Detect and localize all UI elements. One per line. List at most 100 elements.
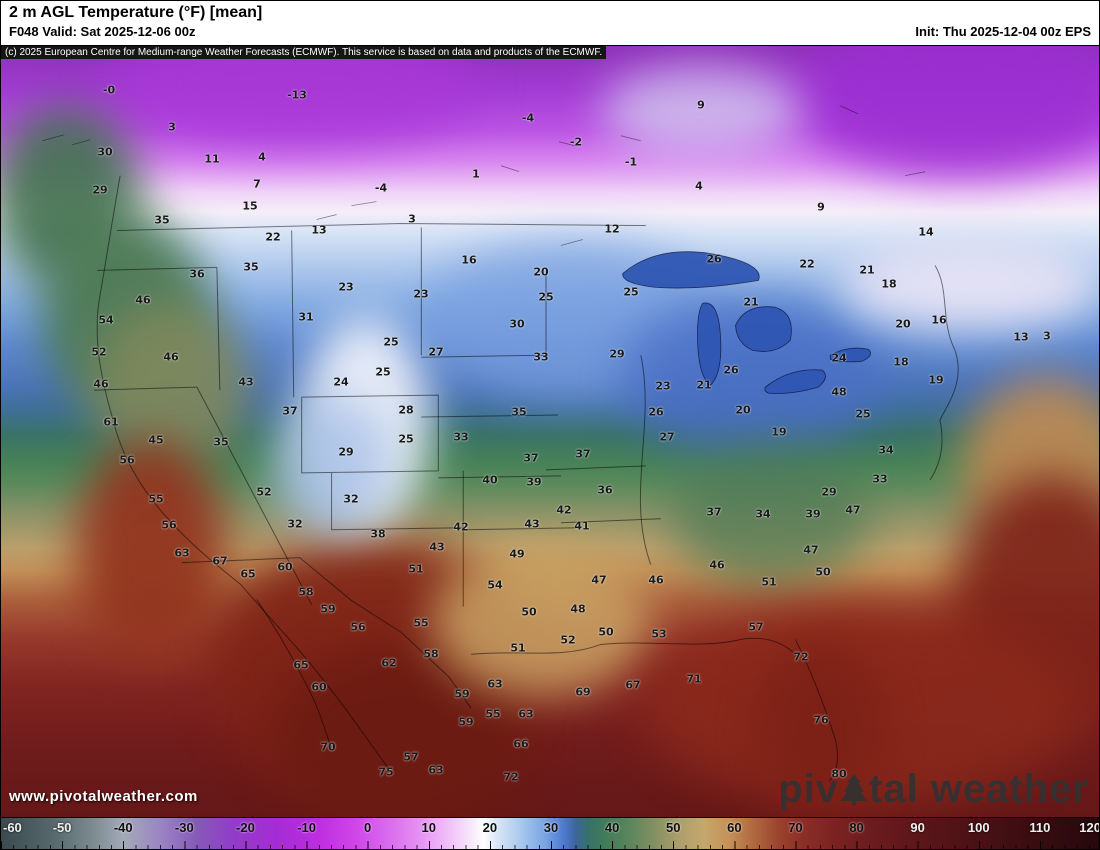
temp-label: 23: [338, 280, 354, 294]
temp-label: 29: [821, 485, 837, 499]
temp-label: 28: [398, 403, 414, 417]
temp-label: 61: [103, 415, 119, 429]
temp-label: 34: [755, 507, 771, 521]
colorbar-major-ticks: [1, 841, 1099, 849]
temp-label: 22: [265, 230, 281, 244]
temp-label: 52: [256, 485, 272, 499]
temp-label: 40: [482, 473, 498, 487]
temp-label: 35: [511, 405, 527, 419]
valid-time-label: F048 Valid: Sat 2025-12-06 00z: [9, 24, 196, 39]
temp-label: -1: [624, 155, 638, 169]
temp-label: 72: [503, 770, 519, 784]
copyright-notice: (c) 2025 European Centre for Medium-rang…: [1, 46, 607, 59]
temp-label: 39: [805, 507, 821, 521]
temp-label: 31: [298, 310, 314, 324]
temp-label: 47: [845, 503, 861, 517]
temp-label: 67: [625, 678, 641, 692]
temp-label: 66: [513, 737, 529, 751]
temp-label: 46: [93, 377, 109, 391]
temp-label: 25: [623, 285, 639, 299]
temp-label: 43: [524, 517, 540, 531]
temp-label: 63: [428, 763, 444, 777]
temp-label: 25: [375, 365, 391, 379]
colorbar-tick-label: -20: [236, 820, 255, 835]
temp-label: 23: [413, 287, 429, 301]
watermark-url: www.pivotalweather.com: [9, 788, 198, 805]
temperature-labels: -0 -13 9 3 -4 30 11 4 -2 -1 29 7 -4 1 4 35 15 3 12 9 14 22 13 3…: [1, 46, 1099, 817]
temp-label: 80: [831, 767, 847, 781]
header: 2 m AGL Temperature (°F) [mean] F048 Val…: [1, 1, 1099, 45]
temp-label: 48: [570, 602, 586, 616]
temp-label: 51: [510, 641, 526, 655]
temp-label: 60: [277, 560, 293, 574]
temp-label: 59: [458, 715, 474, 729]
conifer-tree-icon: [841, 774, 868, 806]
temp-label: 59: [320, 602, 336, 616]
temp-label: 35: [154, 213, 170, 227]
shade-appalachians: [671, 446, 871, 586]
colorbar-tick-label: 30: [543, 820, 559, 835]
pivotal-weather-logo: piv tal weather: [778, 769, 1089, 809]
temp-label: 25: [398, 432, 414, 446]
temp-label: 20: [735, 403, 751, 417]
temp-label: 30: [509, 317, 525, 331]
colorbar-tick-label: 100: [967, 820, 990, 835]
temperature-map[interactable]: -0 -13 9 3 -4 30 11 4 -2 -1 29 7 -4 1 4 35 15 3 12 9 14 22 13 3…: [1, 45, 1099, 818]
temp-label: 25: [855, 407, 871, 421]
colorbar-tick-label: -40: [113, 820, 133, 835]
page-title: 2 m AGL Temperature (°F) [mean]: [9, 4, 263, 21]
temp-label: 13: [311, 223, 327, 237]
colorbar-tick-label: 120: [1079, 820, 1100, 835]
temp-label: 13: [1013, 330, 1029, 344]
temp-label: 4: [258, 150, 266, 164]
coastlines: [96, 175, 959, 782]
temp-label: 63: [487, 677, 503, 691]
temp-label: 55: [485, 707, 501, 721]
temp-label: 56: [161, 518, 177, 532]
temp-label: 9: [697, 98, 705, 112]
temp-label: 67: [212, 554, 228, 568]
colorbar-tick-label: 0: [364, 820, 372, 835]
temp-label: 42: [556, 503, 572, 517]
temp-label: 18: [893, 355, 909, 369]
colorbar-tick-label: -10: [297, 820, 316, 835]
colorbar-tick-label: 20: [482, 820, 498, 835]
colorbar-tick-label: -30: [174, 820, 194, 835]
temp-label: 12: [604, 222, 620, 236]
colorbar-labels: -60 -50 -40 -30 -20 -10 0 10 20 30 40 50 60 70 80 90 100…: [1, 818, 1100, 849]
temp-label: 30: [97, 145, 113, 159]
temp-label: 65: [240, 567, 256, 581]
temp-label: 59: [454, 687, 470, 701]
temp-label: 72: [793, 650, 809, 664]
temp-label: 54: [487, 578, 503, 592]
temp-label: 46: [648, 573, 664, 587]
temp-label: 21: [859, 263, 875, 277]
colorbar-tick-label: 10: [421, 820, 436, 835]
temp-label: 52: [560, 633, 576, 647]
temp-label: 36: [597, 483, 613, 497]
temp-label: 37: [706, 505, 722, 519]
temperature-colorbar: -60 -50 -40 -30 -20 -10 0 10 20 30 40 50 60 70 80 90 100…: [1, 818, 1100, 849]
temp-label: 4: [695, 179, 703, 193]
temp-label: 24: [333, 375, 349, 389]
temp-label: 51: [408, 562, 424, 576]
shade-new-england-band: [841, 241, 1099, 331]
temp-label: 48: [831, 385, 847, 399]
temp-label: 35: [213, 435, 229, 449]
colorbar-tick-label: -50: [52, 820, 72, 835]
colorbar-tick-label: 70: [788, 820, 803, 835]
temp-label: 32: [287, 517, 303, 531]
temp-label: 25: [383, 335, 399, 349]
temp-label: 37: [523, 451, 539, 465]
temp-label: 51: [761, 575, 777, 589]
shade-great-basin: [271, 396, 391, 536]
temp-label: 50: [598, 625, 614, 639]
temp-label: -4: [521, 111, 535, 125]
temp-label: 25: [538, 290, 554, 304]
temp-label: 27: [428, 345, 444, 359]
temp-label: 21: [743, 295, 759, 309]
temp-label: 33: [453, 430, 469, 444]
state-borders: [94, 223, 661, 709]
temp-label: 3: [408, 212, 416, 226]
